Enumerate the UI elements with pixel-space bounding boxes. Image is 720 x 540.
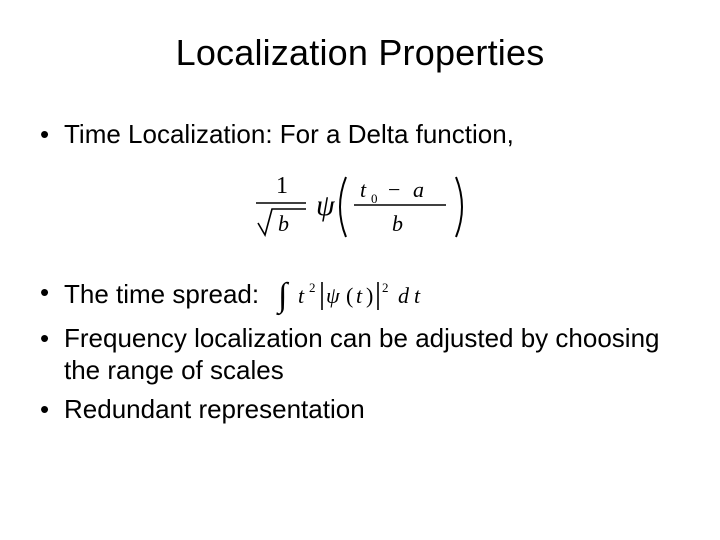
page-title: Localization Properties (36, 32, 684, 74)
svg-text:b: b (392, 211, 403, 236)
svg-text:−: − (388, 177, 400, 202)
svg-text:0: 0 (371, 191, 378, 206)
list-item: Time Localization: For a Delta function, (36, 118, 684, 151)
svg-text:1: 1 (276, 173, 288, 199)
svg-text:): ) (366, 283, 373, 308)
svg-text:∫: ∫ (276, 277, 290, 316)
bullet-text: Frequency localization can be adjusted b… (64, 323, 660, 386)
bullet-list-2: The time spread: ∫ t 2 ψ ( t ) (36, 276, 684, 426)
formula-time-localization: 1 b ψ t 0 − a b (36, 169, 684, 250)
svg-text:ψ: ψ (316, 189, 336, 222)
svg-text:d: d (398, 283, 410, 308)
svg-text:t: t (360, 177, 367, 202)
svg-text:(: ( (346, 283, 353, 308)
list-item: Redundant representation (36, 393, 684, 426)
list-item: The time spread: ∫ t 2 ψ ( t ) (36, 276, 684, 316)
svg-text:b: b (278, 211, 289, 236)
svg-text:2: 2 (382, 280, 389, 295)
bullet-text: The time spread: (64, 278, 259, 308)
slide: Localization Properties Time Localizatio… (0, 0, 720, 540)
bullet-text: Redundant representation (64, 394, 365, 424)
svg-text:2: 2 (309, 280, 316, 295)
formula-time-spread: ∫ t 2 ψ ( t ) 2 d t (276, 276, 446, 316)
svg-text:t: t (298, 283, 305, 308)
list-item: Frequency localization can be adjusted b… (36, 322, 684, 387)
bullet-text: Time Localization: For a Delta function, (64, 119, 514, 149)
svg-text:t: t (356, 283, 363, 308)
svg-text:t: t (414, 283, 421, 308)
svg-text:ψ: ψ (326, 283, 340, 308)
bullet-list: Time Localization: For a Delta function, (36, 118, 684, 151)
svg-text:a: a (413, 177, 424, 202)
